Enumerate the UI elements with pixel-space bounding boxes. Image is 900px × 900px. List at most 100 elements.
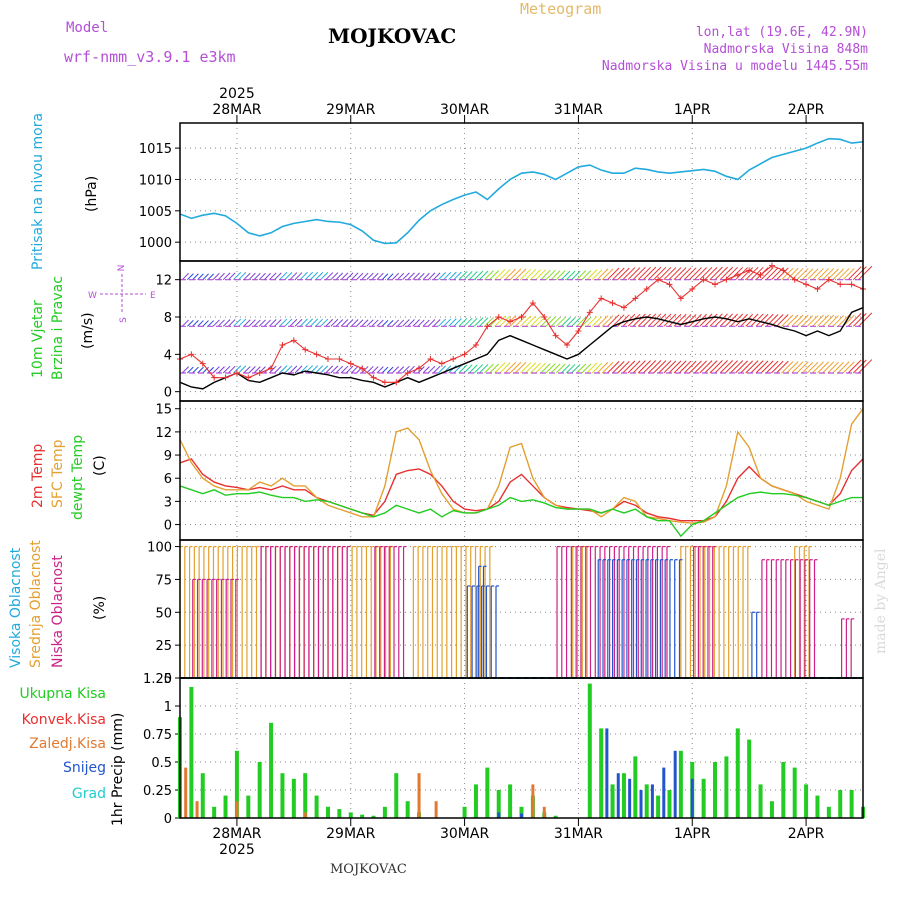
wind-barb (612, 360, 625, 374)
wind-barb (325, 272, 334, 281)
wind-barb (591, 362, 603, 374)
wind-barb (484, 363, 494, 374)
wind-barb (350, 272, 359, 281)
wind-barb (181, 319, 190, 327)
wind-barb (397, 366, 405, 374)
wind-barb (473, 270, 484, 281)
wind-barb (760, 313, 774, 327)
wind-barb (315, 272, 324, 281)
wind-barb (719, 266, 734, 281)
wind-barb (719, 360, 734, 374)
precip-total-bar (291, 778, 296, 818)
wind-barb (786, 314, 799, 327)
wind-barb (417, 272, 425, 281)
wind-barb (586, 269, 598, 281)
precip-total-bar (337, 809, 342, 818)
precip-total-bar (269, 722, 274, 818)
wind-barb (673, 360, 687, 374)
wind-barb (192, 320, 199, 327)
wind-barb (253, 272, 261, 281)
wind-barb (202, 366, 209, 374)
wind-barb (432, 365, 441, 374)
precip-total-bar (587, 683, 592, 818)
panel-frame-clouds (179, 539, 864, 679)
wind-barb (489, 363, 500, 374)
wind-barb (325, 318, 334, 327)
wind-barb (730, 360, 744, 374)
wind-barb (238, 272, 247, 281)
wind-barb (238, 318, 247, 327)
wind-barb (448, 271, 457, 281)
xtick-label-bottom-2: 30MAR (440, 826, 489, 842)
precip-total-bar (371, 815, 376, 818)
wind-barb (274, 272, 282, 281)
wind-barb (228, 272, 236, 281)
compass-rose-icon: N W E S (88, 265, 156, 323)
wind-barb (694, 267, 707, 281)
wind-barb (453, 318, 462, 327)
wind-barb (617, 360, 630, 374)
precip-total-bar (325, 806, 330, 818)
wind-gust-point (529, 300, 536, 306)
precip-total-bar (610, 784, 615, 818)
wind-gust-point (712, 281, 719, 288)
wind-barb (412, 272, 420, 281)
precip-freezing-bar (417, 773, 421, 818)
wind-barb (269, 365, 277, 374)
wind-gust-point (370, 374, 377, 381)
wind-barb (796, 314, 809, 327)
wind-gust-point (825, 276, 832, 283)
wind-barb (545, 316, 556, 327)
wind-gust-point (655, 276, 662, 283)
wind-gust-point (677, 295, 684, 302)
wind-barb (192, 366, 199, 374)
wind-barb (801, 315, 814, 327)
wind-barb (473, 317, 484, 327)
wind-barb (663, 360, 677, 374)
wind-barb (607, 267, 620, 281)
wind-barb (678, 360, 692, 374)
wind-barb (601, 268, 614, 281)
wind-barb (632, 313, 646, 327)
xtick-label-top-2: 30MAR (440, 102, 489, 118)
precip-snow-bar (650, 784, 654, 818)
precip-total-bar (473, 784, 478, 818)
wind-barb (509, 268, 522, 281)
wind-barb (837, 268, 850, 281)
precip-total-bar (553, 815, 558, 818)
wind-barb (489, 270, 500, 281)
wind-barb (822, 314, 835, 327)
wind-barb (525, 315, 537, 327)
xtick-label-bottom-3: 31MAR (554, 826, 603, 842)
wind-barb (187, 366, 194, 374)
wind-barb (222, 319, 231, 327)
wind-barb (330, 365, 339, 374)
wind-gust-point (233, 370, 240, 376)
wind-gust-point (427, 356, 434, 362)
ytick-label-precip-5: 1.25 (143, 672, 172, 687)
ytick-label-pressure-0: 1000 (139, 236, 172, 251)
wind-barb (263, 272, 271, 281)
precip-total-bar (849, 790, 854, 818)
wind-gust-point (507, 318, 514, 325)
wind-gust-point (541, 314, 548, 320)
precip-snow-bar (605, 728, 609, 818)
wind-barb (704, 360, 718, 374)
ytick-label-precip-3: 0.75 (143, 728, 172, 743)
precip-total-bar (234, 750, 239, 818)
wind-barb (663, 267, 677, 281)
wind-barb (791, 268, 804, 281)
wind-barb (627, 360, 641, 374)
precip-total-bar (519, 806, 524, 818)
wind-barb (642, 360, 657, 374)
wind-gust-point (620, 304, 627, 311)
wind-barb (847, 266, 862, 281)
precip-snow-bar (662, 767, 666, 818)
wind-barb (668, 313, 682, 327)
wind-barb (207, 273, 215, 281)
wind-barb (709, 313, 723, 327)
wind-barb (571, 270, 581, 281)
precip-total-bar (621, 773, 626, 818)
wind-gust-point (302, 346, 309, 353)
wind-barb (340, 272, 349, 281)
